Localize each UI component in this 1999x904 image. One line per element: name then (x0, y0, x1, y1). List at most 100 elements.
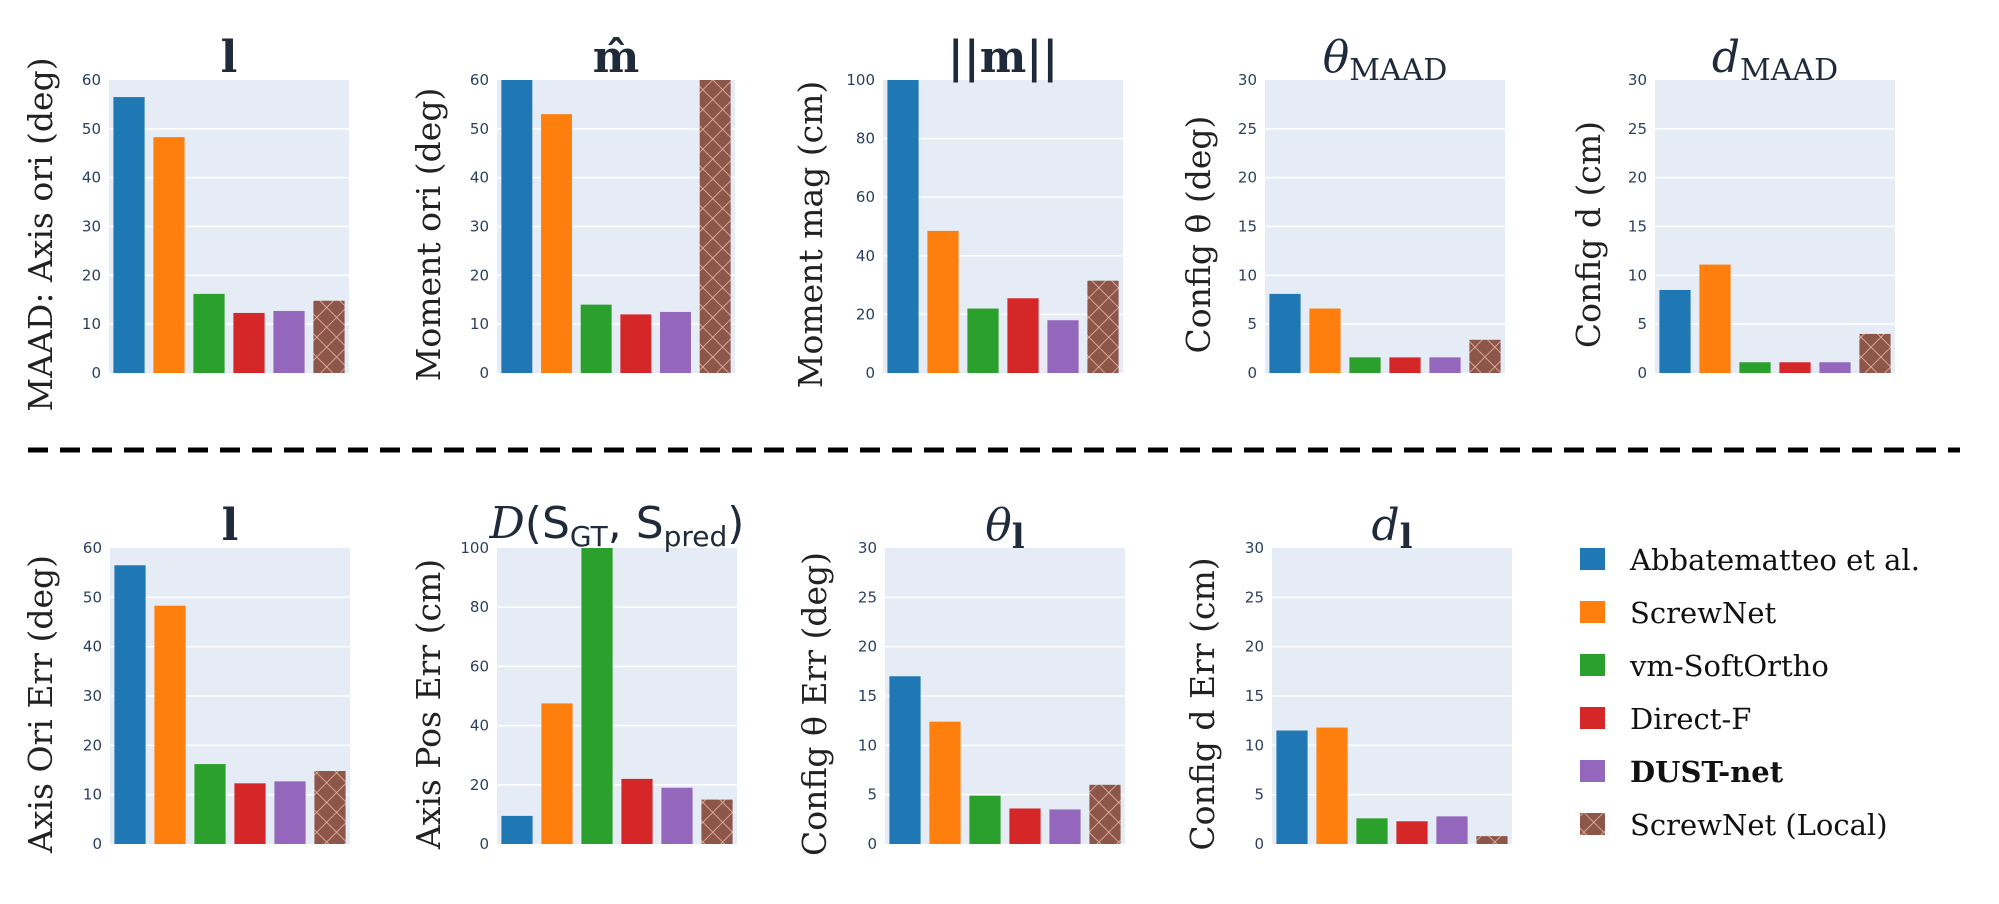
legend-swatch (1580, 601, 1605, 623)
y-tick-label: 30 (470, 218, 489, 236)
legend-item: ScrewNet (1580, 596, 1776, 630)
y-tick-label: 50 (470, 120, 489, 138)
panel-title: l (221, 32, 238, 83)
bar-direct-f (1779, 362, 1811, 373)
bar-dust-net (661, 787, 693, 844)
bar-direct-f (234, 783, 266, 844)
y-axis-title: Config θ Err (deg) (795, 552, 834, 856)
bar-vm-softortho (967, 308, 999, 373)
bar-direct-f (1396, 821, 1428, 844)
chart-panel-7: 0 20 40 60 80 100 Axis Pos Err (cm) D(SGT, Spre… (409, 498, 744, 853)
y-tick-label: 40 (856, 247, 875, 265)
y-tick-label: 80 (470, 598, 489, 616)
y-tick-label: 30 (83, 687, 102, 705)
y-tick-label: 5 (867, 786, 877, 804)
y-tick-label: 0 (1637, 364, 1647, 382)
chart-panel-1: 0 10 20 30 40 50 60 MAAD: Axis ori (deg) l (21, 32, 349, 412)
bar-direct-f (621, 778, 653, 844)
bar-screwnet-local (1089, 784, 1121, 844)
bar-screwnet (1309, 308, 1341, 373)
bar-screwnet (541, 703, 573, 844)
title-symbol: θ (985, 500, 1012, 551)
panel-title: D(SGT, Spred) (489, 498, 745, 553)
bar-dust-net (1047, 320, 1079, 373)
y-tick-label: 20 (82, 266, 101, 284)
y-tick-label: 25 (1238, 120, 1257, 138)
y-tick-label: 25 (858, 588, 877, 606)
y-tick-label: 20 (470, 776, 489, 794)
y-tick-label: 10 (858, 736, 877, 754)
legend-item: DUST-net (1580, 755, 1784, 789)
bar-vm-softortho (581, 548, 613, 844)
y-tick-label: 10 (1238, 266, 1257, 284)
legend-label: Direct-F (1630, 702, 1751, 736)
y-tick-label: 0 (867, 835, 877, 853)
y-tick-label: 0 (91, 364, 101, 382)
legend-swatch (1580, 813, 1605, 835)
title-part: (S (525, 498, 570, 549)
y-tick-label: 30 (1238, 71, 1257, 89)
legend-label: ScrewNet (Local) (1630, 808, 1888, 842)
y-tick-label: 20 (1238, 169, 1257, 187)
legend-swatch (1580, 548, 1605, 570)
y-tick-label: 40 (470, 717, 489, 735)
y-tick-label: 20 (83, 736, 102, 754)
bar-abbatematteo-et-al (114, 565, 146, 844)
y-tick-label: 40 (83, 638, 102, 656)
y-tick-label: 0 (479, 364, 489, 382)
y-tick-label: 50 (82, 120, 101, 138)
chart-panel-2: 0 10 20 30 40 50 60 Moment ori (deg) m̂ (409, 32, 735, 382)
chart-panel-4: 0 5 10 15 20 25 30 Config θ (deg) θMAAD (1179, 32, 1505, 382)
y-tick-label: 80 (856, 130, 875, 148)
legend-item: ScrewNet (Local) (1580, 808, 1888, 842)
bar-abbatematteo-et-al (1269, 293, 1301, 373)
bar-screwnet (1316, 727, 1348, 844)
bar-abbatematteo-et-al (889, 676, 921, 844)
bar-abbatematteo-et-al (1659, 289, 1691, 373)
y-tick-label: 30 (1628, 71, 1647, 89)
bar-screwnet-local (699, 80, 731, 373)
y-tick-label: 15 (1238, 218, 1257, 236)
bar-screwnet-local (701, 799, 733, 844)
bar-direct-f (620, 314, 652, 373)
title-subscript: l (1400, 517, 1413, 557)
y-tick-label: 20 (1628, 169, 1647, 187)
title-symbol: θ (1323, 32, 1350, 83)
legend-label: ScrewNet (1630, 596, 1776, 630)
legend-label: DUST-net (1630, 755, 1784, 789)
bar-dust-net (1429, 357, 1461, 373)
y-tick-label: 30 (858, 539, 877, 557)
legend-swatch (1580, 760, 1605, 782)
chart-panel-9: 0 5 10 15 20 25 30 Config d Err (cm) dl (1183, 500, 1512, 853)
bar-screwnet-local (1087, 280, 1119, 373)
y-tick-label: 30 (1245, 539, 1264, 557)
y-tick-label: 60 (470, 71, 489, 89)
legend-swatch (1580, 654, 1605, 676)
title-symbol: d (1371, 500, 1399, 551)
y-tick-label: 0 (865, 364, 875, 382)
bar-screwnet (929, 721, 961, 844)
y-tick-label: 40 (82, 169, 101, 187)
bar-screwnet-local (1469, 339, 1501, 373)
bar-screwnet-local (314, 770, 346, 844)
y-axis-title: Axis Ori Err (deg) (21, 555, 60, 854)
y-axis-title: Config d Err (cm) (1183, 557, 1222, 850)
y-tick-label: 100 (846, 71, 875, 89)
y-tick-label: 60 (83, 539, 102, 557)
panel-title: m̂ (593, 32, 640, 83)
title-subscript: l (1012, 517, 1025, 557)
title-subscript: pred (664, 520, 728, 553)
y-tick-label: 5 (1254, 786, 1264, 804)
y-tick-label: 10 (1245, 736, 1264, 754)
y-axis-title: MAAD: Axis ori (deg) (21, 57, 60, 411)
y-tick-label: 15 (1245, 687, 1264, 705)
bar-screwnet (153, 137, 185, 373)
y-tick-label: 10 (1628, 266, 1647, 284)
y-tick-label: 20 (1245, 638, 1264, 656)
legend-swatch (1580, 707, 1605, 729)
panel-title: θMAAD (1323, 32, 1448, 88)
panel-title: ||m|| (948, 32, 1059, 83)
bar-screwnet (154, 605, 186, 844)
bar-abbatematteo-et-al (113, 97, 145, 373)
